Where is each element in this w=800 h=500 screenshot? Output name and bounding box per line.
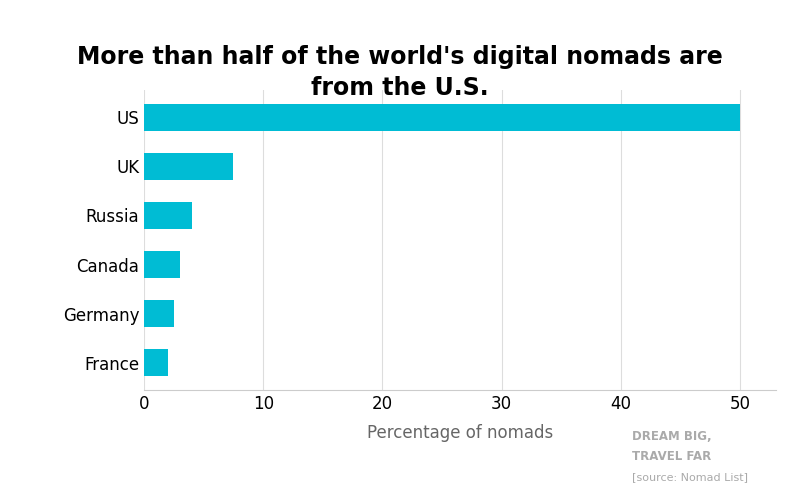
Bar [144, 300, 174, 327]
Bar [144, 104, 740, 130]
Text: DREAM BIG,: DREAM BIG, [632, 430, 712, 442]
Bar [144, 202, 192, 229]
Text: TRAVEL FAR: TRAVEL FAR [632, 450, 711, 462]
X-axis label: Percentage of nomads: Percentage of nomads [367, 424, 553, 442]
Text: More than half of the world's digital nomads are
from the U.S.: More than half of the world's digital no… [77, 45, 723, 100]
Text: [source: Nomad List]: [source: Nomad List] [632, 472, 748, 482]
Bar [144, 251, 180, 278]
Bar [144, 350, 168, 376]
Bar [144, 153, 234, 180]
